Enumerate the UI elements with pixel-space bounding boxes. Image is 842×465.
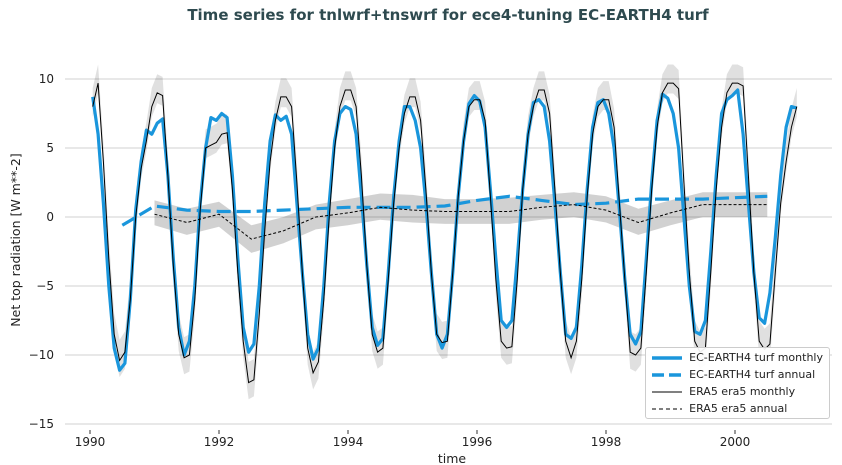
legend-swatch-era5-annual	[652, 408, 683, 409]
legend-item: ERA5 era5 annual	[646, 400, 823, 417]
y-tick-label: −5	[36, 279, 54, 293]
legend-swatch-model-monthly	[652, 355, 683, 360]
legend-label: ERA5 era5 annual	[689, 402, 788, 415]
y-tick-label: 10	[39, 72, 54, 86]
x-tick-label: 1998	[591, 435, 622, 449]
legend-label: EC-EARTH4 turf annual	[689, 368, 816, 381]
x-tick-label: 1990	[75, 435, 106, 449]
legend: EC-EARTH4 turf monthly EC-EARTH4 turf an…	[645, 347, 830, 419]
series-line-era5-annual	[154, 204, 768, 240]
legend-label: ERA5 era5 monthly	[689, 385, 796, 398]
y-tick-label: −15	[29, 417, 54, 431]
y-tick-label: 0	[46, 210, 54, 224]
legend-item: EC-EARTH4 turf monthly	[646, 349, 823, 366]
chart-title: Time series for tnlwrf+tnswrf for ece4-t…	[187, 6, 709, 24]
legend-item: EC-EARTH4 turf annual	[646, 366, 823, 383]
y-axis-label: Net top radiation [W m**-2]	[8, 153, 23, 326]
era5-annual-spread-band	[154, 192, 768, 253]
series-line-model-monthly	[91, 88, 798, 372]
x-tick-label: 1994	[333, 435, 364, 449]
x-tick-label: 1996	[462, 435, 493, 449]
legend-label: EC-EARTH4 turf monthly	[689, 351, 823, 364]
legend-swatch-era5-monthly	[652, 391, 683, 392]
legend-item: ERA5 era5 monthly	[646, 383, 823, 400]
series-line-era5-monthly	[92, 82, 798, 384]
x-axis-label: time	[438, 451, 467, 465]
y-tick-label: −10	[29, 348, 54, 362]
y-tick-label: 5	[46, 141, 54, 155]
legend-swatch-model-annual	[652, 372, 683, 377]
x-tick-label: 2000	[720, 435, 751, 449]
series-line-model-annual	[121, 194, 768, 227]
x-tick-label: 1992	[204, 435, 235, 449]
